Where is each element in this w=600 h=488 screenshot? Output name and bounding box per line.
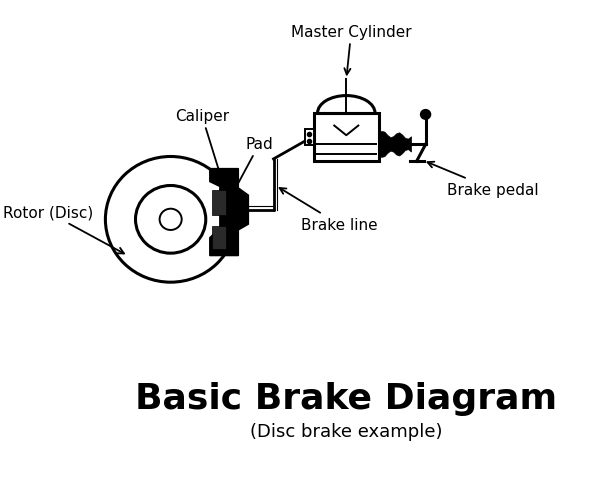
Polygon shape bbox=[379, 132, 412, 158]
Text: Pad: Pad bbox=[224, 137, 274, 210]
Text: Brake pedal: Brake pedal bbox=[428, 163, 538, 197]
Circle shape bbox=[421, 110, 431, 120]
Text: Rotor (Disc): Rotor (Disc) bbox=[2, 205, 124, 254]
Text: Caliper: Caliper bbox=[175, 108, 229, 181]
Text: Basic Brake Diagram: Basic Brake Diagram bbox=[135, 382, 557, 415]
Bar bbox=[212, 191, 226, 216]
Bar bbox=[212, 226, 226, 250]
Bar bbox=[305, 130, 314, 145]
Text: Master Cylinder: Master Cylinder bbox=[291, 24, 412, 76]
Bar bbox=[314, 114, 379, 162]
Text: (Disc brake example): (Disc brake example) bbox=[250, 423, 443, 441]
Polygon shape bbox=[210, 169, 248, 256]
Text: Brake line: Brake line bbox=[280, 188, 378, 232]
